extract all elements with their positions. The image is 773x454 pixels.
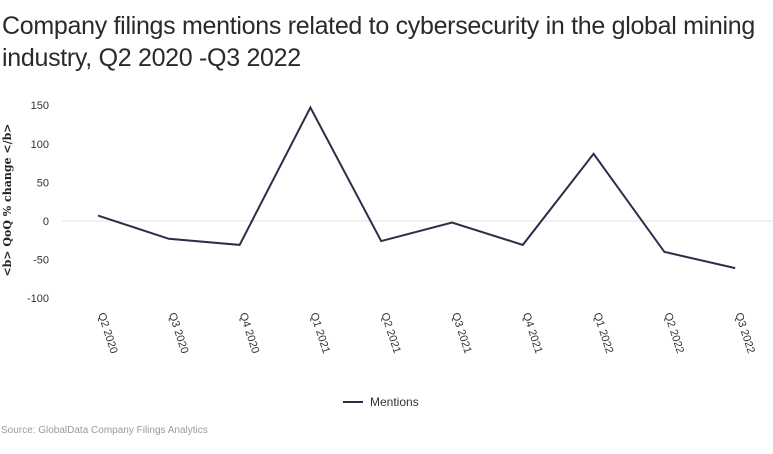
x-tick-label: Q4 2020 — [237, 311, 261, 355]
legend-label: Mentions — [370, 395, 419, 409]
x-tick-label: Q2 2021 — [378, 311, 402, 355]
y-tick-label: 50 — [37, 177, 49, 189]
y-axis-label: <b> QoQ % change </b> — [1, 123, 14, 276]
x-tick-label: Q3 2022 — [732, 311, 756, 355]
x-axis-ticks: Q2 2020 Q3 2020 Q4 2020 Q1 2021 Q2 2021 Q3 20… — [95, 311, 757, 355]
x-tick-label: Q3 2021 — [449, 311, 473, 355]
x-tick-label: Q3 2020 — [166, 311, 190, 355]
y-tick-label: 100 — [31, 139, 49, 151]
legend[interactable]: Mentions — [343, 395, 419, 409]
x-tick-label: Q4 2021 — [520, 311, 544, 355]
y-tick-label: 0 — [43, 216, 49, 228]
legend-swatch — [343, 401, 363, 403]
x-tick-label: Q2 2020 — [95, 311, 119, 355]
series-line-mentions — [97, 105, 736, 270]
x-tick-label: Q1 2021 — [308, 311, 332, 355]
y-tick-label: -50 — [33, 255, 49, 267]
y-axis-ticks: 150 100 50 0 -50 -100 — [27, 100, 49, 305]
y-tick-label: -100 — [27, 293, 49, 305]
x-tick-label: Q1 2022 — [591, 311, 615, 355]
chart-title: Company filings mentions related to cybe… — [2, 12, 755, 72]
y-tick-label: 150 — [31, 100, 49, 112]
source-note: Source: GlobalData Company Filings Analy… — [1, 425, 208, 436]
x-tick-label: Q2 2022 — [662, 311, 686, 355]
